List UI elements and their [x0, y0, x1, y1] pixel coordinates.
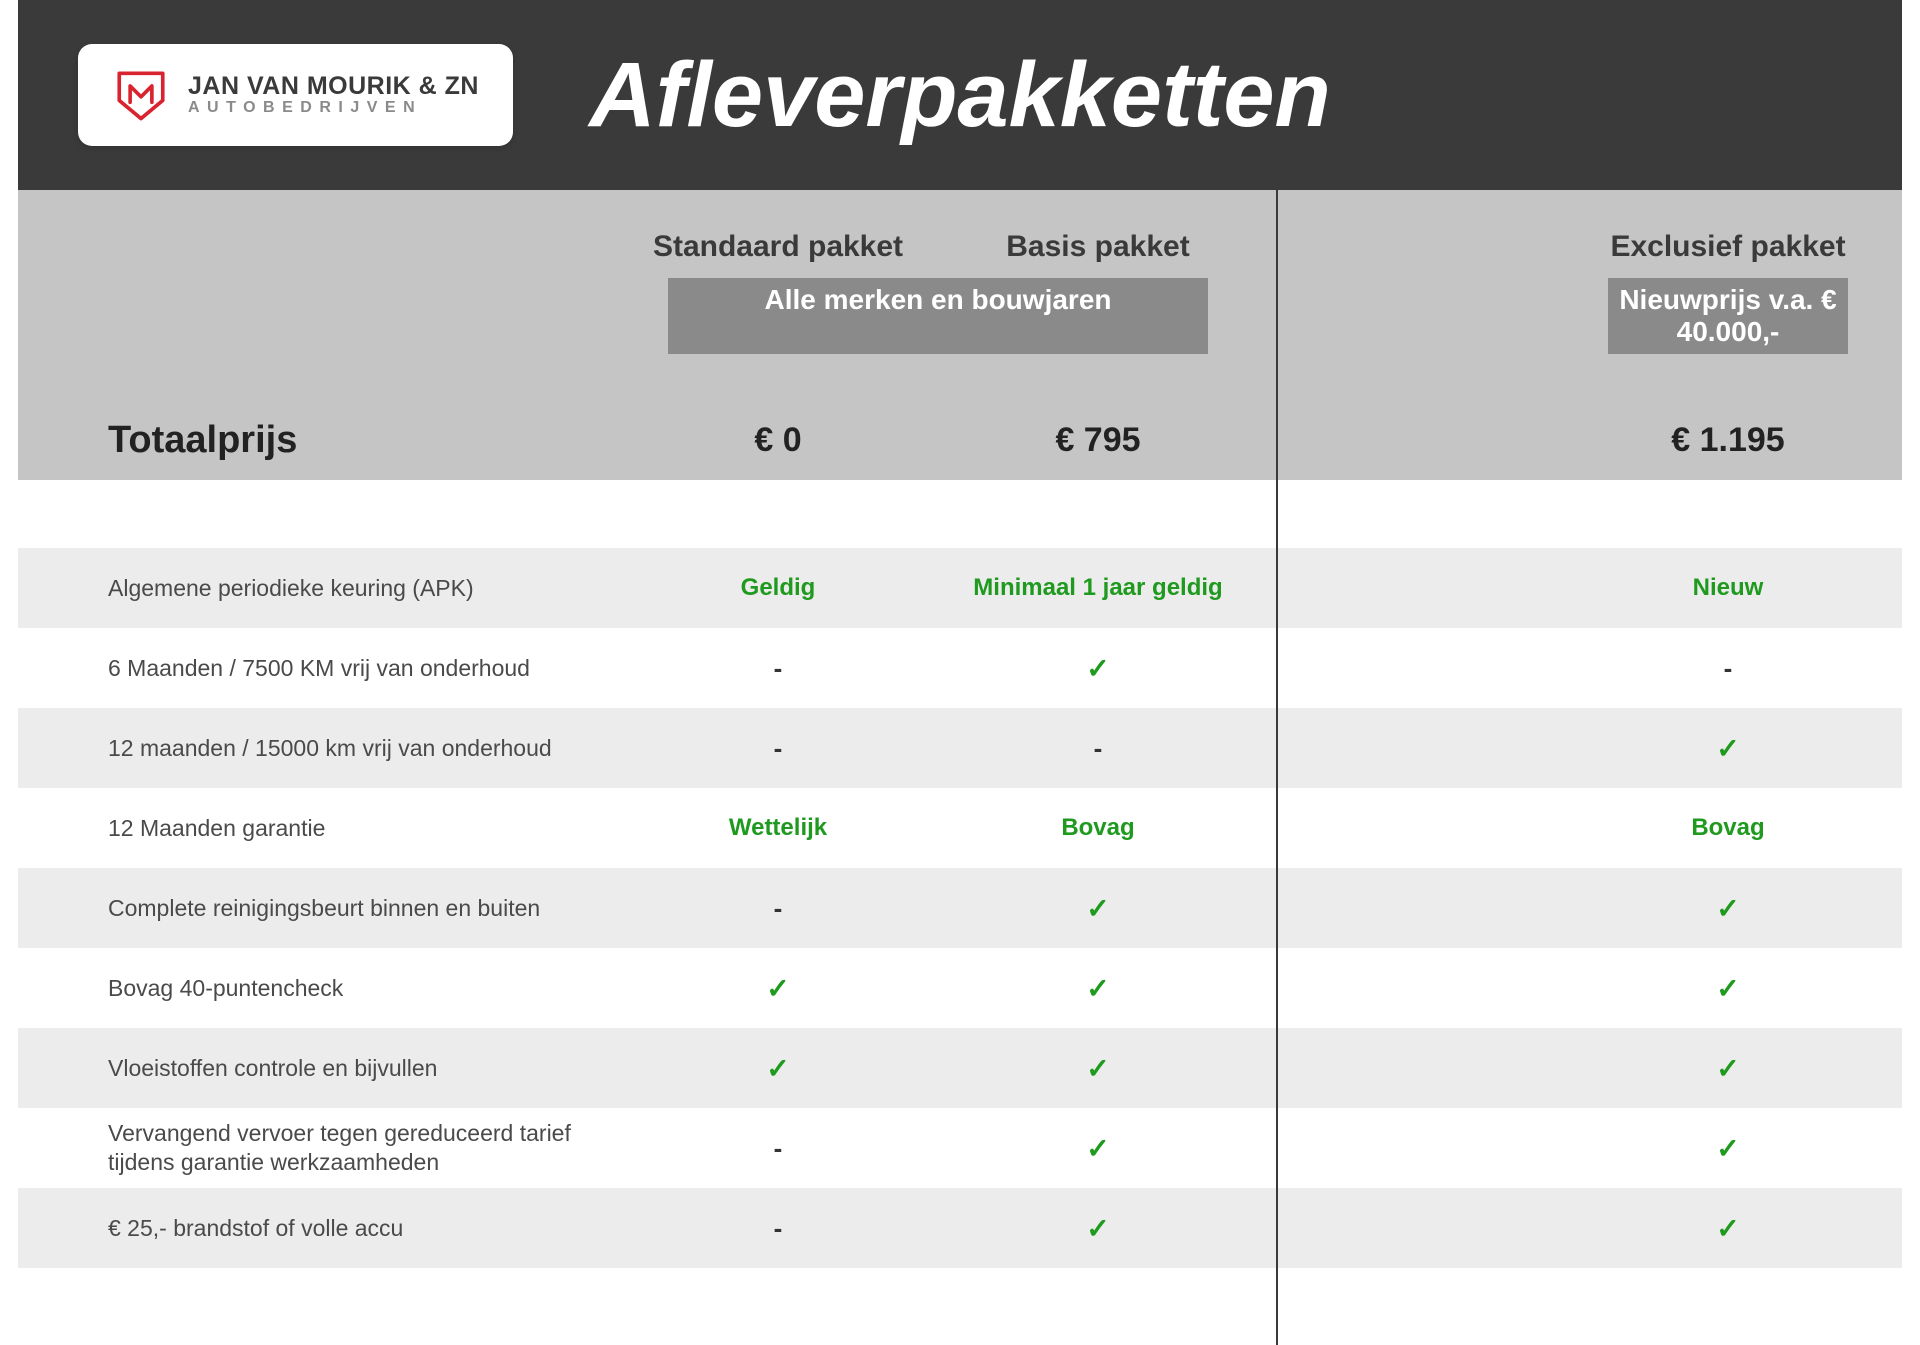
cell-exclusief: -: [1558, 653, 1898, 684]
cell-exclusief: Nieuw: [1558, 574, 1898, 602]
table-row: 12 Maanden garantie Wettelijk Bovag Bovag: [18, 788, 1902, 868]
check-icon: ✓: [1086, 1053, 1109, 1084]
feature-table: Algemene periodieke keuring (APK) Geldig M…: [18, 480, 1902, 1268]
cell-standaard: -: [618, 733, 938, 764]
check-icon: ✓: [1086, 1133, 1109, 1164]
check-icon: ✓: [1716, 1053, 1739, 1084]
badge-left: Alle merken en bouwjaren: [668, 278, 1208, 354]
price-label: Totaalprijs: [18, 419, 618, 462]
cell-standaard: ✓: [618, 1052, 938, 1085]
cell-text: Nieuw: [1693, 574, 1764, 601]
price-basis: € 795: [938, 421, 1258, 460]
logo-card: JAN VAN MOURIK & ZN AUTOBEDRIJVEN: [78, 44, 513, 146]
check-icon: ✓: [766, 973, 789, 1004]
dash-icon: -: [774, 1213, 783, 1243]
cell-basis: ✓: [938, 652, 1258, 685]
check-icon: ✓: [1716, 1133, 1739, 1164]
check-icon: ✓: [1716, 733, 1739, 764]
feature-label: Bovag 40-puntencheck: [18, 974, 618, 1003]
check-icon: ✓: [1716, 1213, 1739, 1244]
dash-icon: -: [1724, 653, 1733, 683]
cell-standaard: -: [618, 653, 938, 684]
cell-basis: ✓: [938, 892, 1258, 925]
table-row: Vervangend vervoer tegen gereduceerd tar…: [18, 1108, 1902, 1188]
feature-label: € 25,- brandstof of volle accu: [18, 1214, 618, 1243]
feature-label: Vloeistoffen controle en bijvullen: [18, 1054, 618, 1083]
header: JAN VAN MOURIK & ZN AUTOBEDRIJVEN Afleve…: [18, 0, 1902, 190]
brand-subtitle: AUTOBEDRIJVEN: [188, 100, 479, 117]
cell-exclusief: ✓: [1558, 1212, 1898, 1245]
cell-basis: ✓: [938, 1052, 1258, 1085]
price-exclusief: € 1.195: [1558, 421, 1898, 460]
page-title: Afleverpakketten: [589, 43, 1330, 148]
dash-icon: -: [774, 1133, 783, 1163]
col-header-exclusief: Exclusief pakket: [1558, 230, 1898, 264]
cell-basis: -: [938, 733, 1258, 764]
cell-basis: Minimaal 1 jaar geldig: [938, 574, 1258, 602]
col-header-basis: Basis pakket: [938, 230, 1258, 264]
feature-label: Complete reinigingsbeurt binnen en buite…: [18, 894, 618, 923]
cell-exclusief: ✓: [1558, 732, 1898, 765]
check-icon: ✓: [766, 1053, 789, 1084]
cell-standaard: -: [618, 893, 938, 924]
table-row: € 25,- brandstof of volle accu - ✓ ✓: [18, 1188, 1902, 1268]
check-icon: ✓: [1716, 973, 1739, 1004]
cell-exclusief: ✓: [1558, 892, 1898, 925]
col-header-standaard: Standaard pakket: [618, 230, 938, 264]
dash-icon: -: [774, 653, 783, 683]
table-row: Complete reinigingsbeurt binnen en buite…: [18, 868, 1902, 948]
cell-standaard: Wettelijk: [618, 814, 938, 842]
check-icon: ✓: [1086, 893, 1109, 924]
cell-basis: ✓: [938, 1212, 1258, 1245]
cell-basis: ✓: [938, 972, 1258, 1005]
cell-exclusief: Bovag: [1558, 814, 1898, 842]
table-row: Bovag 40-puntencheck ✓ ✓ ✓: [18, 948, 1902, 1028]
feature-label: 12 Maanden garantie: [18, 814, 618, 843]
check-icon: ✓: [1086, 653, 1109, 684]
price-standaard: € 0: [618, 421, 938, 460]
table-row: Algemene periodieke keuring (APK) Geldig M…: [18, 548, 1902, 628]
brand-name: JAN VAN MOURIK & ZN: [188, 73, 479, 99]
cell-text: Geldig: [741, 574, 816, 601]
check-icon: ✓: [1716, 893, 1739, 924]
brand-shield-icon: [112, 66, 170, 124]
cell-standaard: -: [618, 1213, 938, 1244]
cell-exclusief: ✓: [1558, 1132, 1898, 1165]
cell-text: Minimaal 1 jaar geldig: [973, 574, 1222, 601]
cell-text: Bovag: [1061, 814, 1134, 841]
cell-standaard: Geldig: [618, 574, 938, 602]
cell-text: Wettelijk: [729, 814, 827, 841]
check-icon: ✓: [1086, 1213, 1109, 1244]
cell-basis: Bovag: [938, 814, 1258, 842]
dash-icon: -: [774, 733, 783, 763]
feature-label: Algemene periodieke keuring (APK): [18, 574, 618, 603]
cell-standaard: -: [618, 1133, 938, 1164]
feature-label: 12 maanden / 15000 km vrij van onderhoud: [18, 734, 618, 763]
check-icon: ✓: [1086, 973, 1109, 1004]
dash-icon: -: [774, 893, 783, 923]
cell-standaard: ✓: [618, 972, 938, 1005]
cell-basis: ✓: [938, 1132, 1258, 1165]
cell-text: Bovag: [1691, 814, 1764, 841]
cell-exclusief: ✓: [1558, 972, 1898, 1005]
subheader: Standaard pakket Basis pakket Exclusief …: [18, 190, 1902, 480]
badge-right: Nieuwprijs v.a. € 40.000,-: [1608, 278, 1848, 354]
table-row: 6 Maanden / 7500 KM vrij van onderhoud - ✓…: [18, 628, 1902, 708]
table-row: Vloeistoffen controle en bijvullen ✓ ✓ ✓: [18, 1028, 1902, 1108]
feature-label: 6 Maanden / 7500 KM vrij van onderhoud: [18, 654, 618, 683]
cell-exclusief: ✓: [1558, 1052, 1898, 1085]
feature-label: Vervangend vervoer tegen gereduceerd tar…: [18, 1119, 618, 1177]
dash-icon: -: [1094, 733, 1103, 763]
table-row: 12 maanden / 15000 km vrij van onderhoud…: [18, 708, 1902, 788]
